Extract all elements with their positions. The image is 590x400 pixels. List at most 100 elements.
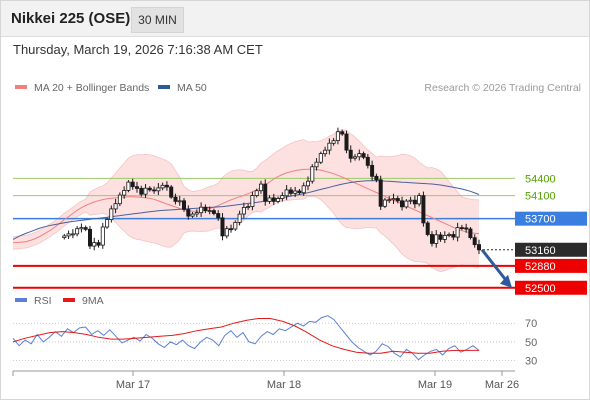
candle-body	[181, 200, 186, 210]
candle	[387, 196, 392, 204]
candle	[412, 195, 417, 209]
candle-body	[293, 190, 298, 194]
candle-body	[378, 179, 383, 207]
candle	[476, 239, 481, 255]
candle	[203, 204, 208, 214]
level-labels-layer: 54400 54100 53700 53160 52880 52500	[515, 173, 587, 295]
candle	[105, 217, 110, 229]
candle-body	[340, 131, 345, 135]
rsi-9ma-line	[12, 318, 479, 354]
candle-body	[160, 184, 165, 189]
candle-body	[387, 199, 392, 202]
candle-body	[100, 226, 105, 246]
candle-body	[156, 187, 161, 192]
candle-body	[468, 228, 473, 239]
candle-body	[139, 187, 144, 195]
candle-body	[211, 210, 216, 214]
candle	[237, 210, 242, 226]
timeframe-button[interactable]: 30 MIN	[131, 7, 184, 33]
candle-body	[318, 153, 323, 163]
candle-body	[75, 228, 80, 235]
candle	[122, 186, 127, 199]
candle	[96, 239, 101, 248]
x-tick-label: Mar 19	[418, 379, 452, 391]
rsi-line	[12, 315, 480, 361]
timestamp: Thursday, March 19, 2026 7:16:38 AM CET	[13, 42, 263, 57]
candle	[139, 185, 144, 197]
candle-body	[447, 234, 452, 236]
candle-body	[194, 212, 199, 215]
level-tag-53700	[515, 211, 587, 226]
candle-body	[220, 217, 225, 237]
candle-body	[451, 234, 456, 238]
candle-body	[280, 195, 285, 199]
level-label-54400: 54400	[525, 173, 556, 185]
candle-body	[459, 227, 464, 230]
candle	[305, 176, 310, 191]
candle	[254, 188, 259, 198]
candle-body	[216, 213, 221, 219]
candle	[250, 191, 255, 211]
candle-body	[190, 213, 195, 217]
legend-label: MA 50	[177, 82, 207, 94]
candle-body	[331, 140, 336, 144]
candle	[472, 234, 477, 248]
rsi-legend-swatch	[63, 298, 75, 302]
candle	[113, 198, 118, 214]
candle-body	[70, 233, 75, 236]
candle-body	[391, 198, 396, 201]
forecast-arrow-head	[500, 274, 512, 288]
candle	[280, 192, 285, 202]
candle	[434, 230, 439, 248]
candle	[344, 130, 349, 154]
candle-body	[203, 206, 208, 212]
candle-body	[365, 156, 370, 166]
candle	[447, 232, 452, 238]
candle	[186, 205, 191, 220]
candle	[160, 182, 165, 191]
candle-body	[254, 190, 259, 196]
candle	[455, 222, 460, 242]
rsi-tick-label: 50	[525, 337, 537, 349]
candle-body	[472, 237, 477, 245]
candle	[429, 231, 434, 247]
price-legend: MA 20 + Bollinger Bands MA 50	[15, 82, 207, 94]
candle-body	[237, 213, 242, 223]
candle-body	[421, 195, 426, 224]
candle-body	[207, 210, 212, 213]
candle	[199, 202, 204, 217]
candle-body	[395, 198, 400, 202]
candle	[75, 226, 80, 237]
candle-body	[241, 206, 246, 215]
rsi-tick-label: 70	[525, 318, 537, 330]
candle-body	[361, 153, 366, 158]
candle-body	[425, 222, 430, 235]
candle	[464, 223, 469, 233]
candle-body	[348, 149, 353, 159]
candle	[173, 193, 178, 205]
candle-body	[126, 181, 131, 191]
candle	[459, 224, 464, 231]
candle-body	[284, 189, 289, 197]
candle-body	[399, 200, 404, 208]
candle-body	[344, 133, 349, 151]
candle-body	[438, 234, 443, 240]
candle-body	[105, 219, 110, 228]
legend-label: MA 20 + Bollinger Bands	[34, 82, 149, 94]
candle	[327, 138, 332, 155]
candle-body	[327, 142, 332, 151]
candle	[147, 186, 152, 192]
level-label-52880: 52880	[525, 261, 556, 273]
forecast-arrow-shaft	[480, 248, 510, 284]
bollinger-band-fill	[13, 129, 479, 272]
candle	[404, 199, 409, 209]
candle	[442, 231, 447, 244]
candle-body	[88, 228, 93, 247]
candle-body	[147, 187, 152, 191]
level-label-53160: 53160	[525, 245, 556, 257]
candle	[314, 158, 319, 171]
rsi-legend: RSI 9MA	[15, 295, 104, 307]
rsi-panel: 70 50 30	[12, 315, 537, 368]
candle	[365, 153, 370, 169]
candle	[335, 127, 340, 145]
